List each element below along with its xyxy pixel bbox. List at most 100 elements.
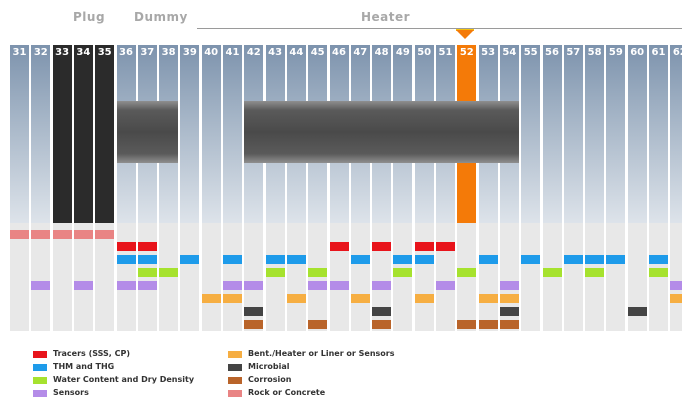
column-57: [563, 45, 583, 223]
column-sample-track-55: [521, 223, 541, 331]
section-label-plug: Plug: [73, 10, 106, 24]
legend-label-thm: THM and THG: [53, 362, 115, 371]
column-sample-track-37: [137, 223, 157, 331]
column-sample-track-62: [670, 223, 682, 331]
sample-cell-microbial: [627, 307, 647, 316]
column-label: 56: [545, 47, 559, 58]
sample-cell-bent: [286, 294, 306, 303]
sample-cell-thm: [563, 255, 583, 264]
section-label-dummy: Dummy: [134, 10, 188, 24]
column-sample-track-41: [223, 223, 242, 331]
column-sample-track-52: [457, 223, 477, 331]
sample-cell-microbial: [499, 307, 519, 316]
column-34: [73, 45, 93, 223]
column-sample-track-57: [563, 223, 583, 331]
sample-cell-corrosion: [499, 320, 519, 329]
legend-label-microbial: Microbial: [248, 362, 290, 371]
column-label: 60: [630, 47, 645, 58]
sample-cell-bent: [414, 294, 434, 303]
sample-cell-corrosion: [308, 320, 328, 329]
column-label: 46: [332, 47, 346, 58]
sample-cell-bent: [478, 294, 498, 303]
column-sample-track-59: [606, 223, 626, 331]
sample-cell-water: [308, 268, 328, 277]
column-label: 49: [395, 47, 410, 58]
sample-cell-sensors: [436, 281, 455, 290]
column-sample-track-44: [286, 223, 306, 331]
legend-label-corrosion: Corrosion: [248, 375, 292, 384]
sample-cell-tracers: [329, 242, 349, 251]
sample-cell-sensors: [244, 281, 264, 290]
legend-label-bent: Bent./Heater or Liner or Sensors: [248, 349, 395, 358]
column-label: 34: [76, 47, 91, 58]
column-label: 59: [608, 47, 623, 58]
sample-cell-bent: [350, 294, 370, 303]
column-label: 62: [672, 47, 682, 58]
sample-cell-microbial: [372, 307, 392, 316]
sample-cell-rock: [10, 230, 29, 239]
column-label: 44: [289, 47, 304, 58]
column-label: 52: [459, 47, 474, 58]
sample-cell-thm: [223, 255, 242, 264]
column-32: [31, 45, 51, 223]
sample-cell-corrosion: [457, 320, 477, 329]
sample-cell-bent: [223, 294, 242, 303]
legend-swatch-microbial: [228, 364, 242, 371]
sample-cell-water: [265, 268, 285, 277]
sample-cell-rock: [73, 230, 93, 239]
legend-label-sensors: Sensors: [53, 388, 89, 397]
sample-cell-bent: [201, 294, 221, 303]
legend-swatch-sensors: [33, 390, 47, 397]
sample-cell-sensors: [499, 281, 519, 290]
column-label: 31: [12, 47, 27, 58]
column-label: 58: [587, 47, 602, 58]
column-sample-track-35: [95, 223, 115, 331]
column-sample-track-56: [542, 223, 562, 331]
sample-cell-water: [649, 268, 668, 277]
column-sample-track-61: [649, 223, 668, 331]
sample-cell-sensors: [308, 281, 328, 290]
sample-cell-bent: [670, 294, 682, 303]
column-61: [649, 45, 668, 223]
sample-cell-thm: [265, 255, 285, 264]
column-label: 38: [161, 47, 176, 58]
sample-cell-corrosion: [244, 320, 264, 329]
section-label-heater: Heater: [361, 10, 411, 24]
sample-cell-tracers: [137, 242, 157, 251]
column-sample-track-42: [244, 223, 264, 331]
sample-cell-thm: [116, 255, 136, 264]
sample-cell-sensors: [116, 281, 136, 290]
legend-label-rock: Rock or Concrete: [248, 388, 326, 397]
column-label: 57: [566, 47, 581, 58]
sample-cell-thm: [649, 255, 668, 264]
column-sample-track-60: [627, 223, 647, 331]
sample-cell-water: [457, 268, 477, 277]
column-39: [180, 45, 200, 223]
sample-cell-sensors: [137, 281, 157, 290]
column-label: 50: [417, 47, 432, 58]
column-sample-track-54: [499, 223, 519, 331]
legend-label-water: Water Content and Dry Density: [53, 375, 195, 384]
sample-cell-thm: [478, 255, 498, 264]
sample-cell-sensors: [223, 281, 242, 290]
column-33: [52, 45, 72, 223]
sample-cell-corrosion: [478, 320, 498, 329]
sample-cell-thm: [286, 255, 306, 264]
legend-swatch-corrosion: [228, 377, 242, 384]
column-sample-track-38: [159, 223, 179, 331]
sample-cell-water: [585, 268, 605, 277]
sample-cell-sensors: [31, 281, 51, 290]
sample-cell-sensors: [329, 281, 349, 290]
column-label: 54: [502, 47, 517, 58]
sample-cell-rock: [31, 230, 51, 239]
sample-cell-thm: [137, 255, 157, 264]
column-60: [627, 45, 647, 223]
column-55: [521, 45, 541, 223]
column-label: 37: [140, 47, 155, 58]
column-label: 45: [310, 47, 325, 58]
column-label: 55: [523, 47, 538, 58]
legend-swatch-bent: [228, 351, 242, 358]
column-label: 39: [182, 47, 197, 58]
sample-cell-tracers: [414, 242, 434, 251]
sample-cell-sensors: [73, 281, 93, 290]
